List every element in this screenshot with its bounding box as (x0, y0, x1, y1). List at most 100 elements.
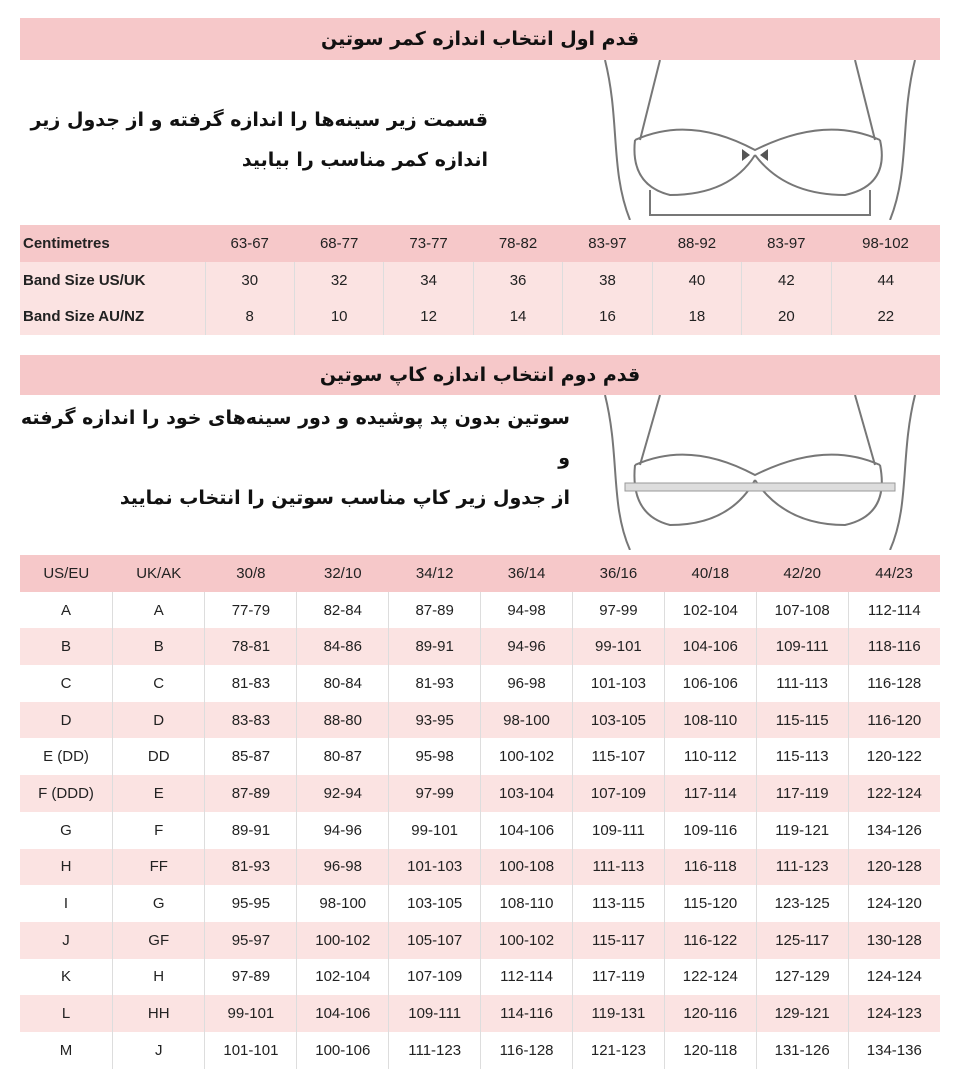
table-cell: 116-120 (847, 701, 940, 739)
table-cell: 104-106 (663, 628, 757, 666)
table-cell: 115-117 (571, 921, 665, 959)
table-cell: 121-123 (571, 1031, 665, 1069)
table-cell: 99-101 (571, 628, 665, 666)
table-cell: 100-102 (480, 738, 573, 776)
table-cell: 109-111 (571, 811, 665, 849)
column-header: US/EU (43, 564, 90, 582)
table-cell: 130-128 (847, 921, 940, 959)
table-cell: 115-107 (571, 738, 665, 776)
cup-row: M J 101-101 100-106 111-123 116-128 121-123 120… (20, 1031, 940, 1069)
table-cell: 120-122 (847, 738, 940, 776)
table-cell: 80-87 (296, 738, 389, 776)
table-cell: 81-93 (204, 848, 297, 886)
table-cell: 10 (293, 298, 384, 336)
table-cell: DD (111, 738, 205, 776)
table-cell: 107-109 (571, 775, 665, 812)
cup-row: I G 95-95 98-100 103-105 108-110 113-115 115-12… (20, 885, 940, 922)
table-cell: 127-129 (755, 958, 849, 996)
cup-row: H FF 81-93 96-98 101-103 100-108 111-113 116-11… (20, 848, 940, 886)
table-cell: 111-123 (388, 1031, 481, 1069)
table-cell: 116-122 (663, 921, 757, 959)
table-cell: 110-112 (663, 738, 757, 776)
table-cell: FF (111, 848, 205, 886)
table-cell: 87-89 (388, 591, 481, 629)
step2-banner: قدم دوم انتخاب اندازه کاپ سوتین (20, 355, 940, 395)
table-cell: 44 (830, 261, 940, 299)
table-cell: 109-116 (663, 811, 757, 849)
table-cell: 92-94 (296, 775, 389, 812)
row-label: Band Size AU/NZ (23, 308, 145, 326)
table-cell: 104-106 (296, 995, 389, 1032)
table-cell: 101-103 (388, 848, 481, 886)
table-cell: 20 (741, 298, 832, 336)
table-cell: 14 (472, 298, 563, 336)
table-cell: 63-67 (230, 234, 269, 252)
table-cell: M (59, 1041, 73, 1059)
table-cell: 114-116 (480, 995, 573, 1032)
bra-cup-illustration (604, 395, 916, 550)
table-cell: 98-100 (296, 885, 389, 922)
table-cell: GF (111, 921, 205, 959)
table-cell: 113-115 (571, 885, 665, 922)
table-cell: F (DDD) (38, 784, 94, 802)
table-cell: C (111, 665, 205, 702)
band-header-row: Centimetres 63-67 68-77 73-77 78-82 83-97 88-9… (20, 225, 940, 262)
table-cell: 83-97 (767, 234, 806, 252)
cup-row: B B 78-81 84-86 89-91 94-96 99-101 104-106 109-1… (20, 628, 940, 666)
table-cell: 134-136 (847, 1031, 940, 1069)
cup-header-row: US/EU UK/AK 30/8 32/10 34/12 36/14 36/16 40/18 4… (20, 555, 940, 592)
table-cell: 94-96 (296, 811, 389, 849)
table-cell: J (62, 931, 70, 949)
table-cell: 95-98 (388, 738, 481, 776)
table-cell: 103-104 (480, 775, 573, 812)
table-cell: 93-95 (388, 701, 481, 739)
table-cell: 112-114 (480, 958, 573, 996)
table-cell: 95-95 (204, 885, 297, 922)
table-cell: 104-106 (480, 811, 573, 849)
table-cell: 102-104 (663, 591, 757, 629)
column-header: 36/16 (599, 564, 638, 582)
table-cell: 116-118 (663, 848, 757, 886)
table-cell: 131-126 (755, 1031, 849, 1069)
table-cell: 97-89 (204, 958, 297, 996)
table-cell: B (60, 638, 71, 656)
table-cell: 36 (472, 261, 563, 299)
table-cell: 94-98 (480, 591, 573, 629)
table-cell: 123-125 (755, 885, 849, 922)
table-cell: G (111, 885, 205, 922)
table-cell: K (60, 968, 71, 986)
cup-row: D D 83-83 88-80 93-95 98-100 103-105 108-110 115… (20, 701, 940, 739)
table-cell: 111-113 (755, 665, 849, 702)
table-cell: 87-89 (204, 775, 297, 812)
table-cell: 73-77 (409, 234, 448, 252)
table-cell: 124-124 (847, 958, 940, 996)
column-header: 30/8 (236, 564, 266, 582)
table-cell: 8 (204, 298, 295, 336)
table-cell: 96-98 (296, 848, 389, 886)
table-cell: 108-110 (663, 701, 757, 739)
table-cell: 81-83 (204, 665, 297, 702)
table-cell: J (111, 1031, 205, 1069)
step2-line2: از جدول زیر کاپ مناسب سوتین را انتخاب نم… (119, 487, 570, 509)
table-cell: 98-102 (862, 234, 909, 252)
step2-line1: سوتین بدون پد پوشیده و دور سینه‌های خود … (20, 407, 570, 469)
band-row: Band Size AU/NZ 8 10 12 14 16 18 20 22 (20, 298, 940, 336)
cup-row: F (DDD) E 87-89 92-94 97-99 103-104 107-109 117… (20, 775, 940, 812)
table-cell: 85-87 (204, 738, 297, 776)
table-cell: HH (111, 995, 205, 1032)
table-cell: 96-98 (480, 665, 573, 702)
table-cell: 125-117 (755, 921, 849, 959)
table-cell: I (63, 895, 69, 913)
table-cell: 94-96 (480, 628, 573, 666)
table-cell: 78-82 (498, 234, 538, 252)
table-cell: 30 (204, 261, 295, 299)
table-cell: 89-91 (388, 628, 481, 666)
table-cell: 109-111 (755, 628, 849, 666)
table-cell: C (60, 674, 72, 692)
table-cell: 97-99 (571, 591, 665, 629)
table-cell: 34 (383, 261, 474, 299)
table-cell: 100-102 (296, 921, 389, 959)
table-cell: 107-108 (755, 591, 849, 629)
table-cell: 89-91 (204, 811, 297, 849)
table-cell: E (DD) (43, 748, 89, 766)
